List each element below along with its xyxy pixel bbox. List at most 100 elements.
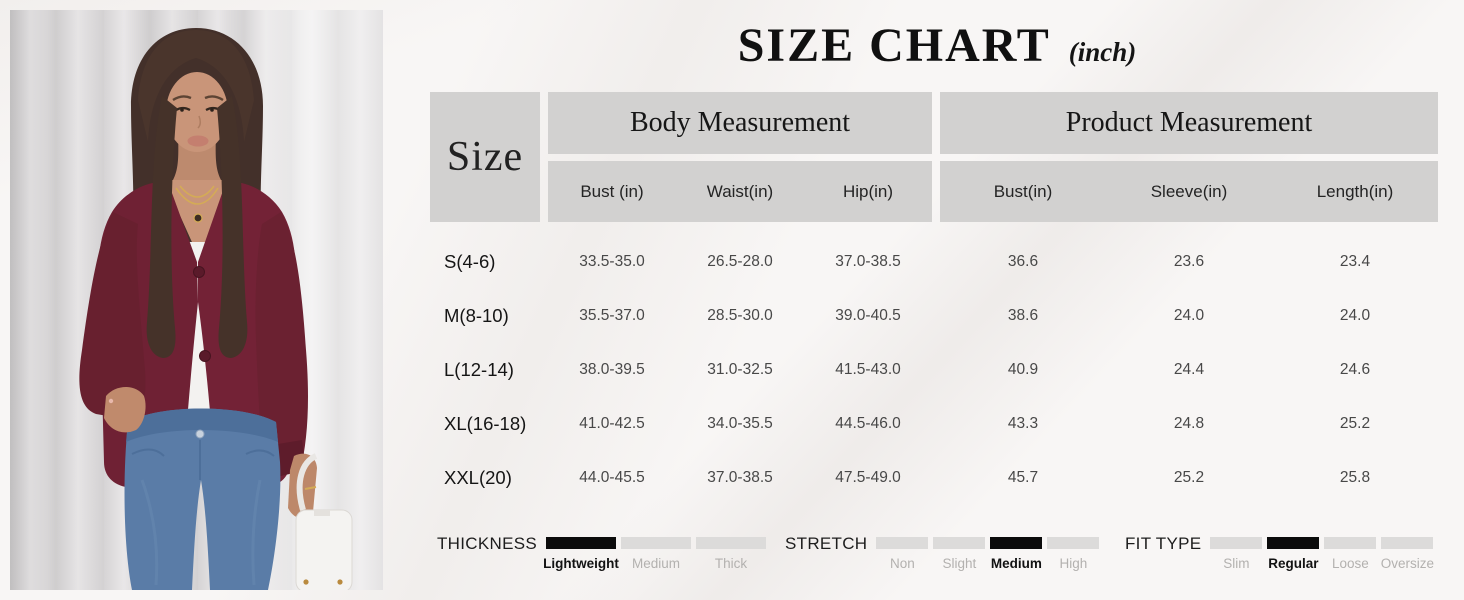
size-chart-title: SIZE CHART (737, 19, 1051, 72)
legend-option-label: Non (890, 556, 915, 571)
legend-option-label: Slim (1223, 556, 1250, 571)
stretch-options: Non Slight Medium High (876, 537, 1104, 571)
legend-option-oversize: Oversize (1380, 537, 1435, 571)
legend-option-non: Non (876, 537, 929, 571)
model-ring (304, 486, 317, 490)
legend-option-loose: Loose (1324, 537, 1377, 571)
legend-option-label: Slight (942, 556, 977, 571)
size-label: XL(16-18) (444, 413, 527, 434)
body-value: 34.0-35.5 (707, 415, 773, 432)
body-value: 47.5-49.0 (835, 469, 901, 486)
body-value: 37.0-38.5 (835, 253, 901, 270)
product-value: 24.0 (1173, 307, 1205, 324)
model-eye-right (210, 108, 214, 112)
size-label: L(12-14) (444, 359, 514, 380)
legend-option-label: Oversize (1380, 556, 1435, 571)
fit-type-label: FIT TYPE (1125, 534, 1202, 553)
body-value: 38.0-39.5 (579, 361, 645, 378)
column-header-product-sleeve: Sleeve(in) (1150, 181, 1228, 201)
model-hair-fringe (138, 30, 254, 142)
legend-bar (933, 537, 986, 549)
legend-option-medium: Medium (621, 537, 691, 571)
product-value: 24.4 (1173, 361, 1205, 378)
size-header-label: Size (446, 134, 524, 180)
column-header-body-waist: Waist(in) (706, 181, 774, 201)
product-value: 45.7 (1007, 469, 1039, 486)
product-subheader-row: Bust(in) Sleeve(in) Length(in) (940, 161, 1438, 222)
legend-bar (990, 537, 1043, 549)
body-value: 41.0-42.5 (579, 415, 645, 432)
legend-bar (1210, 537, 1263, 549)
model-face (166, 72, 228, 152)
body-value: 33.5-35.0 (579, 253, 645, 270)
legend-option-label: Loose (1332, 556, 1369, 571)
cardigan-button (199, 350, 211, 362)
legend-bar (1267, 537, 1320, 549)
legend-option-label: Medium (631, 556, 680, 571)
legend-option-medium: Medium (990, 537, 1043, 571)
thickness-label: THICKNESS (437, 534, 537, 553)
legend-option-lightweight: Lightweight (543, 537, 619, 571)
thickness-options: Lightweight Medium Thick (543, 537, 771, 571)
model-nose (197, 115, 202, 129)
model-eye-left (180, 108, 184, 112)
fit-type-legend: FIT TYPE Slim Regular Loose Oversize (1125, 534, 1438, 571)
legend-bar (1047, 537, 1100, 549)
stretch-label: STRETCH (785, 534, 868, 553)
legend-bar (696, 537, 766, 549)
legend-option-label: Medium (990, 556, 1042, 571)
column-header-body-bust: Bust (in) (580, 181, 644, 201)
product-value: 25.8 (1339, 469, 1371, 486)
table-row: XL(16-18) 41.0-42.5 34.0-35.5 44.5-46.0 43.3… (430, 397, 1438, 451)
legend-bar (1381, 537, 1434, 549)
size-rows: S(4-6) 33.5-35.0 26.5-28.0 37.0-38.5 36.6 23.… (430, 222, 1438, 505)
table-row: M(8-10) 35.5-37.0 28.5-30.0 39.0-40.5 38.6 24… (430, 289, 1438, 343)
table-row: S(4-6) 33.5-35.0 26.5-28.0 37.0-38.5 36.6 23.… (430, 235, 1438, 289)
fingernail (108, 398, 114, 404)
model-hair-lock-left (146, 96, 177, 358)
model-lips (187, 135, 209, 147)
legend-option-high: High (1047, 537, 1100, 571)
model-hand-in-pocket (104, 387, 146, 433)
thickness-legend: THICKNESS Lightweight Medium Thick (437, 534, 771, 571)
body-measurement-header: Body Measurement (548, 92, 932, 154)
product-measurement-label: Product Measurement (1065, 107, 1313, 138)
legend-option-label: Thick (714, 556, 748, 571)
column-header-body-hip: Hip(in) (842, 181, 894, 201)
body-value: 39.0-40.5 (835, 307, 901, 324)
column-header-product-length: Length(in) (1316, 181, 1394, 201)
product-value: 38.6 (1007, 307, 1039, 324)
model-photo-illustration (79, 28, 353, 590)
body-value: 37.0-38.5 (707, 469, 773, 486)
size-column-header: Size (430, 92, 540, 222)
product-value: 23.6 (1173, 253, 1205, 270)
legend-option-label: Lightweight (543, 556, 619, 571)
body-value: 41.5-43.0 (835, 361, 901, 378)
body-value: 35.5-37.0 (579, 307, 645, 324)
model-necklace (175, 185, 219, 205)
legend-bar (546, 537, 616, 549)
page-title: SIZE CHART (inch) (420, 18, 1454, 73)
product-value: 25.2 (1339, 415, 1371, 432)
stretch-legend: STRETCH Non Slight Medium High (785, 534, 1104, 571)
product-value: 25.2 (1173, 469, 1205, 486)
product-value: 40.9 (1007, 361, 1039, 378)
legend-bar (1324, 537, 1377, 549)
fit-type-options: Slim Regular Loose Oversize (1210, 537, 1438, 571)
jeans (124, 408, 281, 590)
model-pendant (193, 213, 203, 223)
body-measurement-label: Body Measurement (629, 107, 851, 138)
handbag (295, 453, 353, 590)
body-value: 28.5-30.0 (707, 307, 773, 324)
size-label: XXL(20) (444, 467, 512, 488)
legend-bar (621, 537, 691, 549)
product-value: 43.3 (1007, 415, 1039, 432)
legend-option-label: High (1059, 556, 1088, 571)
product-measurement-header: Product Measurement (940, 92, 1438, 154)
body-value: 44.0-45.5 (579, 469, 645, 486)
legend-option-regular: Regular (1267, 537, 1320, 571)
model-eyebrows (172, 95, 224, 102)
cardigan-button (193, 266, 205, 278)
legend-option-slight: Slight (933, 537, 986, 571)
body-value: 26.5-28.0 (707, 253, 773, 270)
